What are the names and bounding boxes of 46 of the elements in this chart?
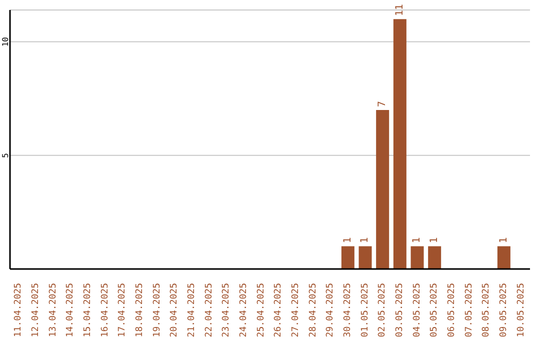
x-tick-label: 05.05.2025 — [430, 283, 440, 338]
data-label: 1 — [360, 237, 371, 244]
x-tick-label: 03.05.2025 — [395, 283, 405, 338]
data-label: 11 — [394, 4, 406, 16]
bar — [341, 246, 354, 269]
x-tick-label: 26.04.2025 — [274, 283, 284, 338]
x-tick-label: 25.04.2025 — [256, 283, 266, 338]
x-tick-label: 30.04.2025 — [343, 283, 353, 338]
x-tick-label: 13.04.2025 — [48, 283, 58, 338]
bar — [497, 246, 510, 269]
x-tick-label: 10.05.2025 — [516, 283, 526, 338]
x-tick-label: 02.05.2025 — [378, 283, 388, 338]
x-tick-label: 17.04.2025 — [118, 283, 128, 338]
x-tick-label: 07.05.2025 — [464, 283, 474, 338]
x-tick-label: 12.04.2025 — [31, 283, 41, 338]
x-tick-label: 06.05.2025 — [447, 283, 457, 338]
bar — [410, 246, 424, 269]
x-tick-label: 21.04.2025 — [187, 283, 197, 338]
x-tick-label: 09.05.2025 — [499, 283, 509, 338]
data-label: 1 — [342, 237, 354, 244]
x-tick-label: 27.04.2025 — [291, 283, 301, 338]
x-tick-label: 29.04.2025 — [326, 283, 336, 338]
x-tick-label: 24.04.2025 — [239, 283, 249, 338]
x-tick-label: 11.04.2025 — [14, 283, 24, 338]
bar — [376, 110, 390, 269]
data-label: 1 — [429, 237, 440, 244]
data-label: 1 — [498, 237, 510, 244]
x-tick-label: 15.04.2025 — [83, 283, 93, 338]
x-tick-label: 19.04.2025 — [152, 283, 162, 338]
data-label: 7 — [377, 100, 388, 107]
bar — [428, 246, 442, 269]
bar — [358, 246, 372, 269]
x-tick-label: 22.04.2025 — [204, 283, 214, 338]
x-tick-label: 23.04.2025 — [222, 283, 232, 338]
x-tick-label: 16.04.2025 — [100, 283, 110, 338]
x-tick-label: 01.05.2025 — [360, 283, 370, 338]
data-label: 1 — [412, 237, 423, 244]
y-tick-label: 5 — [1, 152, 10, 158]
x-tick-label: 04.05.2025 — [412, 283, 422, 338]
x-tick-label: 20.04.2025 — [170, 283, 180, 338]
y-tick-label: 10 — [1, 36, 10, 47]
x-tick-label: 14.04.2025 — [66, 283, 76, 338]
bar — [393, 19, 406, 269]
x-tick-label: 08.05.2025 — [482, 283, 492, 338]
x-tick-label: 28.04.2025 — [308, 283, 318, 338]
x-tick-label: 18.04.2025 — [135, 283, 145, 338]
